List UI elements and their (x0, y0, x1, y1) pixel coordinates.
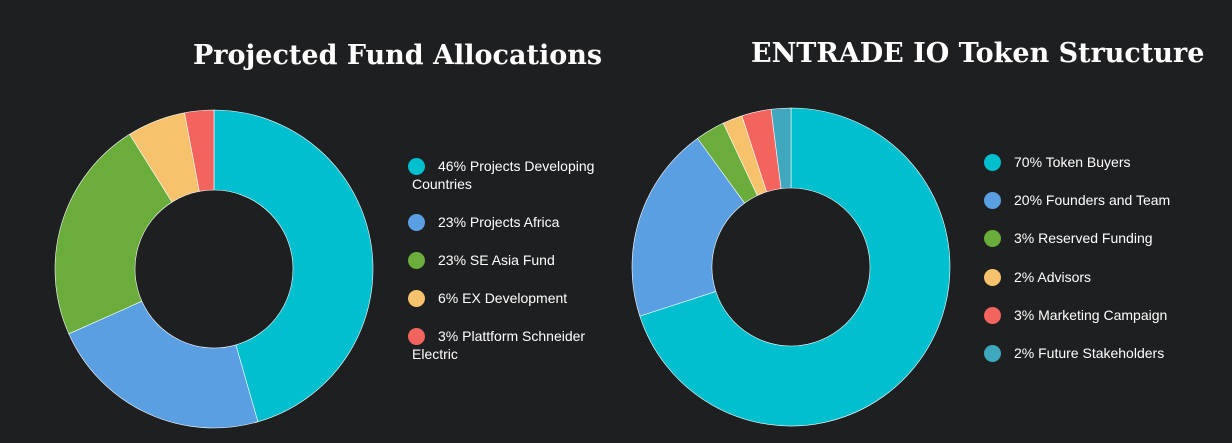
donut-slice[interactable] (184, 109, 215, 192)
legend-item[interactable]: 23% SE Asia Fund (408, 251, 608, 269)
legend-swatch (408, 158, 425, 175)
legend-label: 2% Advisors (1014, 268, 1092, 285)
legend-item[interactable]: 70% Token Buyers (984, 153, 1224, 171)
legend-label: 3% Plattform Schneider Electric (412, 328, 586, 362)
legend-item[interactable]: 46% Projects Developing Countries (408, 157, 608, 193)
donut-slice[interactable] (770, 107, 792, 189)
legend-label: 3% Reserved Funding (1014, 230, 1153, 247)
legend-label: 2% Future Stakeholders (1014, 344, 1165, 361)
legend-label: 70% Token Buyers (1014, 154, 1131, 170)
legend-swatch (984, 192, 1001, 210)
legend-swatch (984, 306, 1001, 324)
fund-allocations-panel: Projected Fund Allocations 46% Projects … (54, 40, 608, 429)
legend-item[interactable]: 23% Projects Africa (408, 213, 608, 231)
chart-legend: 46% Projects Developing Countries 23% Pr… (408, 157, 608, 383)
legend-label: 3% Marketing Campaign (1014, 306, 1168, 323)
chart-title: ENTRADE IO Token Structure (751, 38, 1205, 69)
legend-item[interactable]: 20% Founders and Team (984, 191, 1224, 210)
legend-label: 23% SE Asia Fund (438, 252, 555, 268)
legend-label: 23% Projects Africa (438, 214, 560, 230)
legend-item[interactable]: 3% Reserved Funding (984, 229, 1224, 248)
donut-slice[interactable] (631, 137, 745, 317)
donut-chart (631, 107, 951, 427)
legend-swatch (408, 328, 425, 345)
legend-label: 46% Projects Developing Countries (412, 158, 595, 192)
chart-title: Projected Fund Allocations (193, 40, 603, 71)
chart-legend: 70% Token Buyers 20% Founders and Team 3… (984, 153, 1224, 382)
legend-swatch (984, 230, 1001, 248)
legend-swatch (984, 344, 1001, 362)
legend-item[interactable]: 3% Plattform Schneider Electric (408, 327, 608, 363)
legend-swatch (408, 214, 425, 231)
legend-item[interactable]: 2% Future Stakeholders (984, 344, 1224, 362)
donut-slice[interactable] (68, 300, 259, 429)
donut-slice[interactable] (639, 107, 951, 427)
legend-item[interactable]: 6% EX Development (408, 289, 608, 307)
token-structure-panel: ENTRADE IO Token Structure 70% Token Buy… (616, 0, 1232, 443)
donut-slice[interactable] (213, 109, 374, 423)
legend-item[interactable]: 3% Marketing Campaign (984, 306, 1224, 324)
legend-item[interactable]: 2% Advisors (984, 268, 1224, 286)
legend-label: 20% Founders and Team (1014, 192, 1171, 209)
legend-swatch (408, 252, 425, 269)
donut-slice[interactable] (54, 133, 173, 335)
legend-label: 6% EX Development (438, 290, 568, 306)
donut-chart (54, 109, 374, 429)
legend-swatch (984, 154, 1001, 171)
legend-swatch (408, 290, 425, 307)
legend-swatch (984, 268, 1001, 286)
